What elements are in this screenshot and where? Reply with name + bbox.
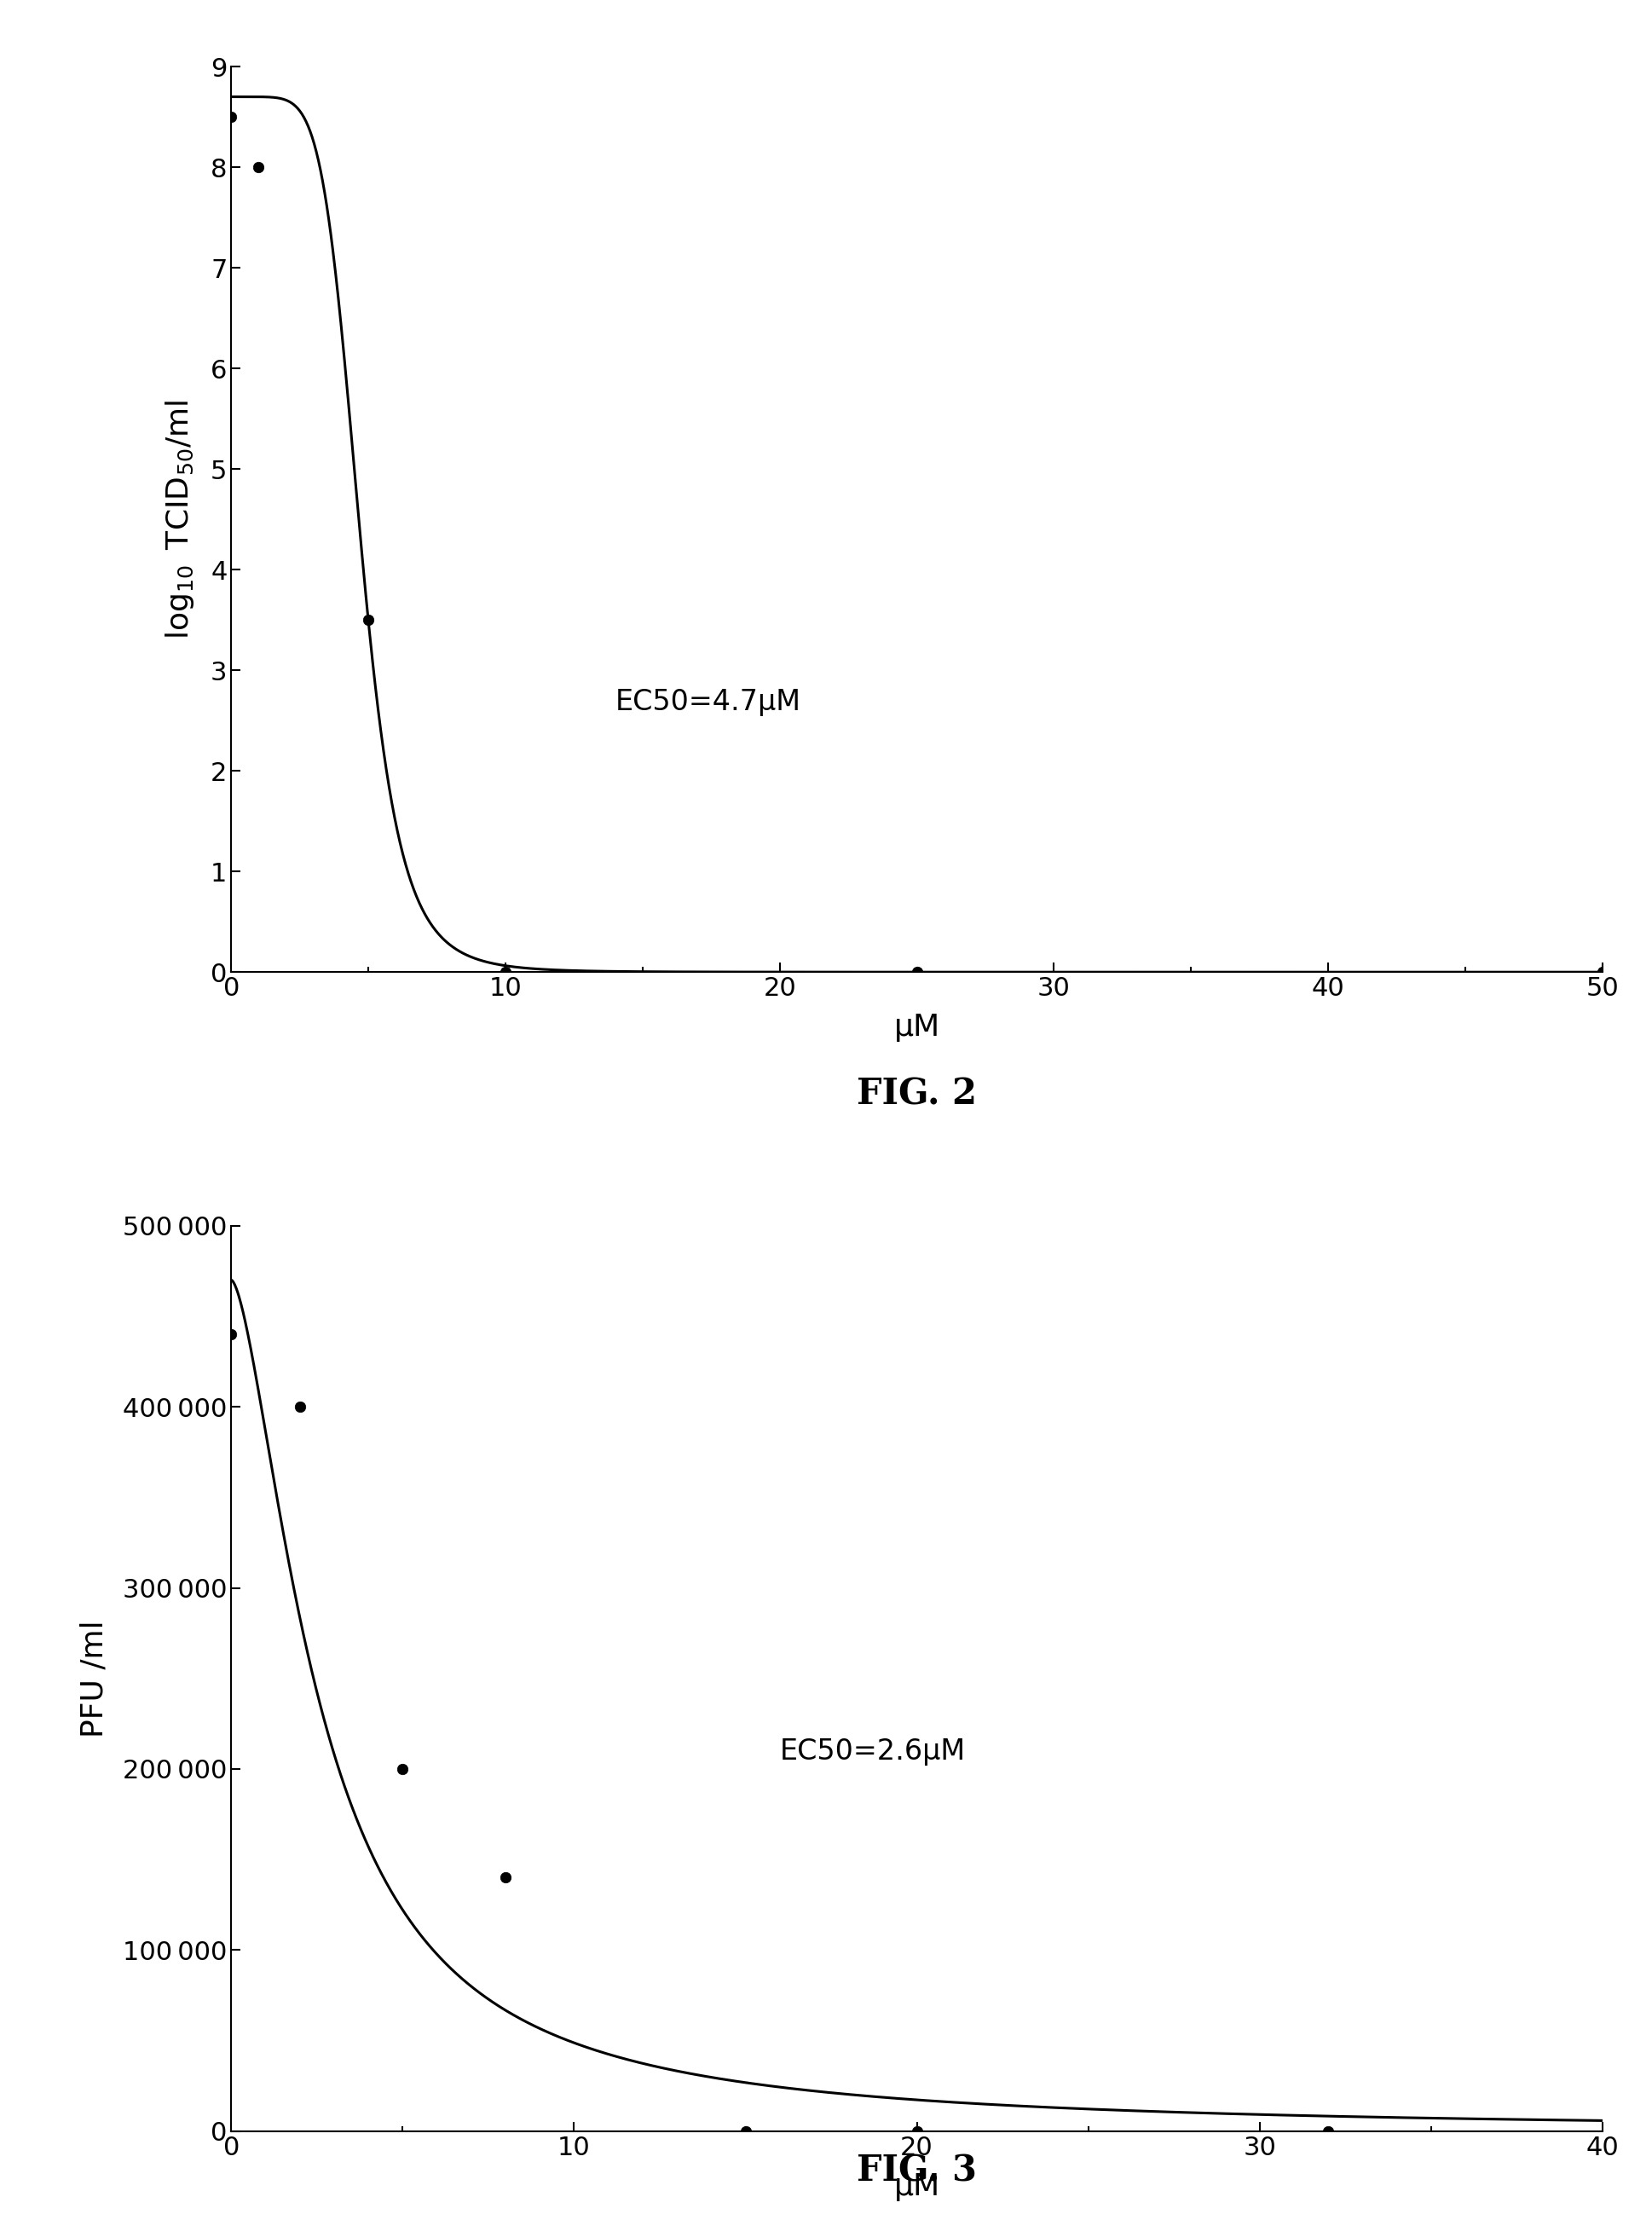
- Text: EC50=2.6μM: EC50=2.6μM: [780, 1738, 966, 1765]
- Text: EC50=4.7μM: EC50=4.7μM: [615, 688, 801, 717]
- Y-axis label: PFU /ml: PFU /ml: [79, 1621, 109, 1736]
- Text: FIG. 3: FIG. 3: [857, 2153, 976, 2189]
- Y-axis label: $\log_{10}$ TCID$_{50}$/ml: $\log_{10}$ TCID$_{50}$/ml: [164, 400, 197, 639]
- Text: FIG. 2: FIG. 2: [857, 1077, 976, 1112]
- X-axis label: μM: μM: [894, 1012, 940, 1041]
- X-axis label: μM: μM: [894, 2171, 940, 2200]
